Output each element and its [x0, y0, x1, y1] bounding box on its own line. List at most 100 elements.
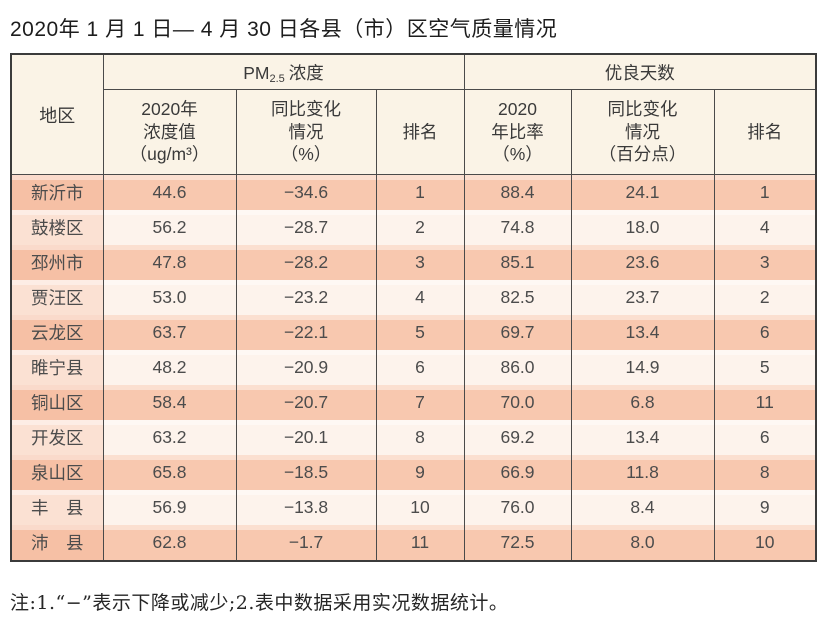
table-row: 丰 县 56.9 −13.8 10 76.0 8.4 9 [10, 490, 817, 525]
region-cell: 睢宁县 [10, 350, 104, 385]
pm25-prefix: PM [243, 62, 270, 83]
region-cell: 新沂市 [10, 174, 104, 210]
column-header-good-ratio: 2020 年比率 （%） [463, 89, 572, 175]
pm-value-cell: 53.0 [102, 280, 237, 315]
good-ratio-cell: 69.7 [463, 315, 572, 350]
column-header-pm-rank: 排名 [375, 89, 465, 175]
pm-value-cell: 48.2 [102, 350, 237, 385]
pm-change-cell: −1.7 [235, 525, 377, 562]
good-rank-cell: 6 [713, 420, 817, 455]
column-header-region: 地区 [10, 53, 104, 175]
pm-change-cell: −34.6 [235, 174, 377, 210]
pm-rank-cell: 2 [375, 210, 465, 245]
region-cell: 云龙区 [10, 315, 104, 350]
pm-rank-cell: 7 [375, 385, 465, 420]
footnote: 注:1.“−”表示下降或减少;2.表中数据采用实况数据统计。 [10, 592, 509, 614]
pm-rank-cell: 3 [375, 245, 465, 280]
pm-change-cell: −20.1 [235, 420, 377, 455]
region-cell: 开发区 [10, 420, 104, 455]
pm-rank-cell: 6 [375, 350, 465, 385]
air-quality-table: 地区 PM2.5 浓度 优良天数 2020年 浓度值 （ug/m³） 同比变化 情… [10, 53, 818, 562]
table-row: 邳州市 47.8 −28.2 3 85.1 23.6 3 [10, 245, 817, 280]
pm-value-cell: 56.2 [102, 210, 237, 245]
pm-rank-cell: 9 [375, 455, 465, 490]
good-ratio-cell: 88.4 [463, 174, 572, 210]
good-change-cell: 24.1 [570, 174, 715, 210]
column-header-good-change: 同比变化 情况 （百分点） [570, 89, 715, 175]
region-cell: 铜山区 [10, 385, 104, 420]
table-body: 新沂市 44.6 −34.6 1 88.4 24.1 1 鼓楼区 56.2 −2… [10, 174, 817, 562]
good-change-cell: 23.7 [570, 280, 715, 315]
good-change-cell: 13.4 [570, 420, 715, 455]
good-change-cell: 6.8 [570, 385, 715, 420]
column-header-good-rank: 排名 [713, 89, 817, 175]
table-row: 开发区 63.2 −20.1 8 69.2 13.4 6 [10, 420, 817, 455]
good-rank-cell: 6 [713, 315, 817, 350]
good-ratio-cell: 69.2 [463, 420, 572, 455]
good-ratio-cell: 85.1 [463, 245, 572, 280]
pm-rank-cell: 5 [375, 315, 465, 350]
table-row: 泉山区 65.8 −18.5 9 66.9 11.8 8 [10, 455, 817, 490]
table-row: 贾汪区 53.0 −23.2 4 82.5 23.7 2 [10, 280, 817, 315]
pm-change-cell: −13.8 [235, 490, 377, 525]
pm-change-cell: −20.9 [235, 350, 377, 385]
region-cell: 邳州市 [10, 245, 104, 280]
good-ratio-cell: 74.8 [463, 210, 572, 245]
pm-value-cell: 58.4 [102, 385, 237, 420]
region-cell: 鼓楼区 [10, 210, 104, 245]
pm-rank-cell: 4 [375, 280, 465, 315]
good-change-cell: 14.9 [570, 350, 715, 385]
pm-value-cell: 44.6 [102, 174, 237, 210]
column-header-pm-change: 同比变化 情况 （%） [235, 89, 377, 175]
pm-change-cell: −23.2 [235, 280, 377, 315]
good-rank-cell: 5 [713, 350, 817, 385]
table-row: 铜山区 58.4 −20.7 7 70.0 6.8 11 [10, 385, 817, 420]
good-ratio-cell: 70.0 [463, 385, 572, 420]
pm-change-cell: −28.7 [235, 210, 377, 245]
region-cell: 贾汪区 [10, 280, 104, 315]
good-ratio-cell: 82.5 [463, 280, 572, 315]
good-rank-cell: 3 [713, 245, 817, 280]
region-cell: 丰 县 [10, 490, 104, 525]
column-group-good-days: 优良天数 [463, 53, 817, 90]
good-change-cell: 13.4 [570, 315, 715, 350]
good-rank-cell: 4 [713, 210, 817, 245]
column-header-pm-value: 2020年 浓度值 （ug/m³） [102, 89, 237, 175]
region-cell: 沛 县 [10, 525, 104, 562]
table-row: 沛 县 62.8 −1.7 11 72.5 8.0 10 [10, 525, 817, 562]
good-rank-cell: 11 [713, 385, 817, 420]
good-rank-cell: 1 [713, 174, 817, 210]
good-rank-cell: 8 [713, 455, 817, 490]
pm-value-cell: 65.8 [102, 455, 237, 490]
group-header-row: 地区 PM2.5 浓度 优良天数 [10, 53, 817, 175]
table-header: 地区 PM2.5 浓度 优良天数 2020年 浓度值 （ug/m³） 同比变化 情… [10, 53, 817, 175]
good-ratio-cell: 86.0 [463, 350, 572, 385]
good-ratio-cell: 66.9 [463, 455, 572, 490]
good-change-cell: 8.0 [570, 525, 715, 562]
column-group-pm25: PM2.5 浓度 [102, 53, 465, 90]
pm-rank-cell: 1 [375, 174, 465, 210]
good-change-cell: 8.4 [570, 490, 715, 525]
table-row: 新沂市 44.6 −34.6 1 88.4 24.1 1 [10, 174, 817, 210]
table-row: 鼓楼区 56.2 −28.7 2 74.8 18.0 4 [10, 210, 817, 245]
good-rank-cell: 9 [713, 490, 817, 525]
good-ratio-cell: 72.5 [463, 525, 572, 562]
pm-change-cell: −28.2 [235, 245, 377, 280]
pm-value-cell: 62.8 [102, 525, 237, 562]
pm-rank-cell: 8 [375, 420, 465, 455]
pm-rank-cell: 11 [375, 525, 465, 562]
pm-change-cell: −22.1 [235, 315, 377, 350]
table-row: 云龙区 63.7 −22.1 5 69.7 13.4 6 [10, 315, 817, 350]
good-change-cell: 18.0 [570, 210, 715, 245]
sub-header-row: 2020年 浓度值 （ug/m³） 同比变化 情况 （%） 排名 2020 年比… [11, 89, 817, 175]
pm25-suffix: 浓度 [288, 62, 324, 83]
table-row: 睢宁县 48.2 −20.9 6 86.0 14.9 5 [10, 350, 817, 385]
pm-rank-cell: 10 [375, 490, 465, 525]
pm-value-cell: 47.8 [102, 245, 237, 280]
pm-value-cell: 63.2 [102, 420, 237, 455]
good-rank-cell: 10 [713, 525, 817, 562]
pm-value-cell: 63.7 [102, 315, 237, 350]
good-change-cell: 23.6 [570, 245, 715, 280]
pm-change-cell: −20.7 [235, 385, 377, 420]
